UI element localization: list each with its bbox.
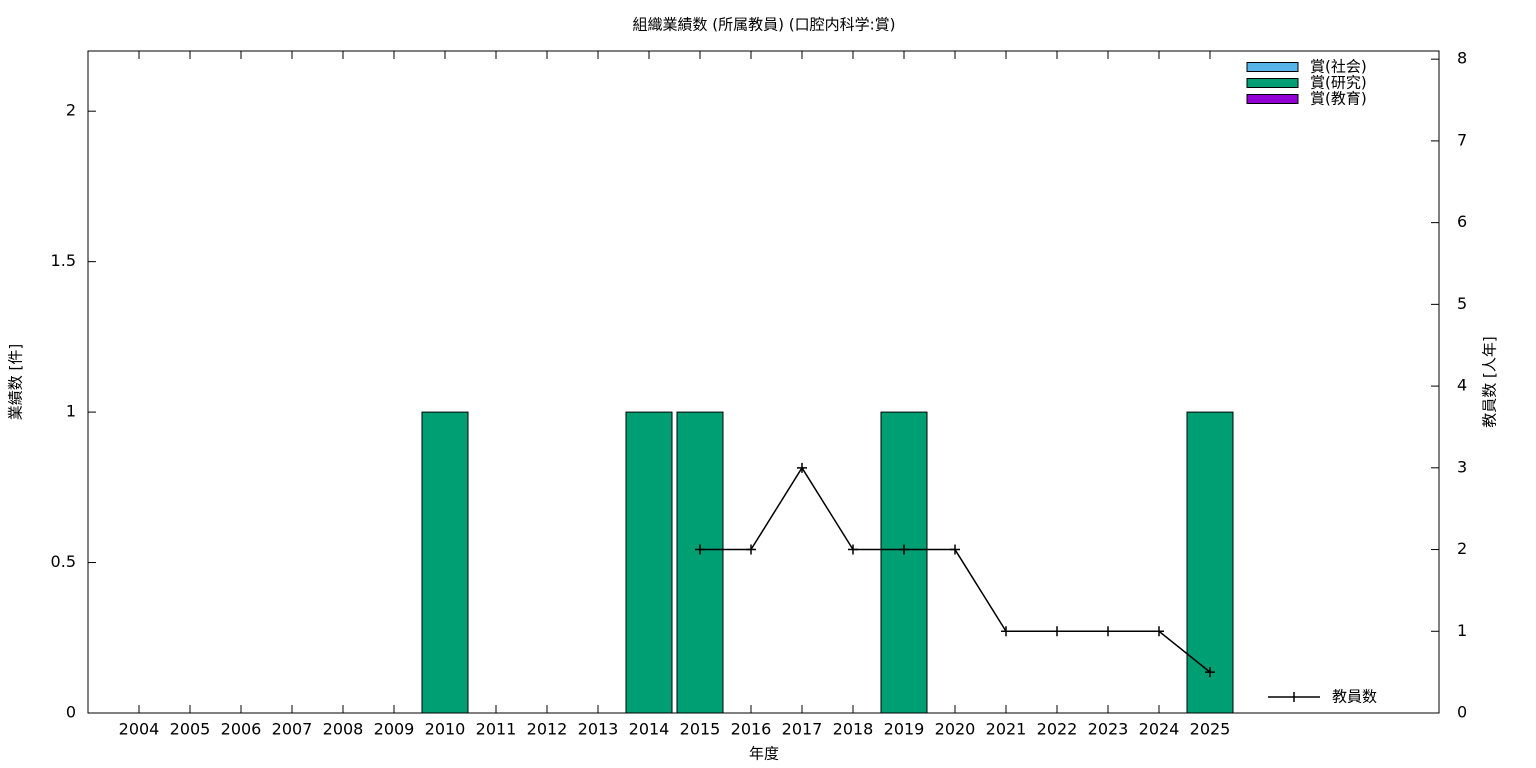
point: [1103, 626, 1113, 637]
y-tick-label: 1.5: [51, 251, 76, 270]
y-tick-label: 2: [66, 101, 76, 120]
chart-title: 組織業績数 (所属教員) (口腔内科学:賞): [633, 16, 896, 34]
bar: [676, 411, 724, 714]
point: [950, 544, 960, 555]
y2-tick-label: 5: [1457, 294, 1467, 313]
legend-label: 賞(教育): [1310, 90, 1367, 108]
line: [700, 466, 1211, 673]
x-tick-label: 2020: [935, 720, 976, 739]
y2-tick-label: 2: [1457, 539, 1467, 558]
x-tick-label: 2008: [323, 720, 364, 739]
y-tick-label: 0.5: [51, 552, 76, 571]
x-tick-label: 2005: [170, 720, 211, 739]
point: [797, 462, 807, 473]
x-tick-label: 2022: [1037, 720, 1078, 739]
legend-label: 教員数: [1332, 688, 1377, 706]
x-tick-label: 2023: [1088, 720, 1129, 739]
x-tick-label: 2015: [680, 720, 721, 739]
x-tick-label: 2013: [578, 720, 619, 739]
bar: [1186, 411, 1234, 714]
y-tick-label: 0: [66, 703, 76, 722]
point: [746, 544, 756, 555]
point: [1052, 626, 1062, 637]
legend-label: 賞(社会): [1310, 58, 1367, 76]
x-tick-label: 2024: [1139, 720, 1180, 739]
x-tick-label: 2025: [1190, 720, 1231, 739]
legend-swatch: [1246, 62, 1299, 72]
point: [1154, 626, 1164, 637]
y2-axis-label: 教員数 [人年]: [1481, 336, 1499, 427]
x-tick-label: 2018: [833, 720, 874, 739]
plot-frame: [87, 50, 1440, 714]
x-tick-label: 2010: [425, 720, 466, 739]
x-tick-label: 2016: [731, 720, 772, 739]
x-axis-label: 年度: [749, 745, 779, 763]
x-tick-label: 2019: [884, 720, 925, 739]
y-tick-label: 1: [66, 402, 76, 421]
x-tick-label: 2014: [629, 720, 670, 739]
point: [1001, 626, 1011, 637]
y2-tick-label: 0: [1457, 703, 1467, 722]
point: [848, 544, 858, 555]
bar: [421, 411, 469, 714]
y2-tick-label: 3: [1457, 457, 1467, 476]
legend-swatch: [1246, 94, 1299, 104]
x-tick-label: 2004: [119, 720, 160, 739]
point: [695, 544, 705, 555]
bar: [880, 411, 928, 714]
legend-swatch: [1268, 692, 1320, 702]
legend-swatch: [1246, 78, 1299, 88]
x-tick-label: 2011: [476, 720, 517, 739]
x-tick-label: 2021: [986, 720, 1027, 739]
point: [899, 544, 909, 555]
bar: [625, 411, 673, 714]
y2-tick-label: 4: [1457, 376, 1467, 395]
y2-tick-label: 6: [1457, 212, 1467, 231]
x-tick-label: 2006: [221, 720, 262, 739]
y2-tick-label: 7: [1457, 130, 1467, 149]
x-tick-label: 2007: [272, 720, 313, 739]
point: [1205, 667, 1215, 678]
legend-label: 賞(研究): [1310, 74, 1367, 92]
y2-tick-label: 1: [1457, 621, 1467, 640]
x-tick-label: 2009: [374, 720, 415, 739]
x-tick-label: 2012: [527, 720, 568, 739]
y2-tick-label: 8: [1457, 49, 1467, 68]
x-tick-label: 2017: [782, 720, 823, 739]
y-axis-label: 業績数 [件]: [7, 344, 25, 420]
